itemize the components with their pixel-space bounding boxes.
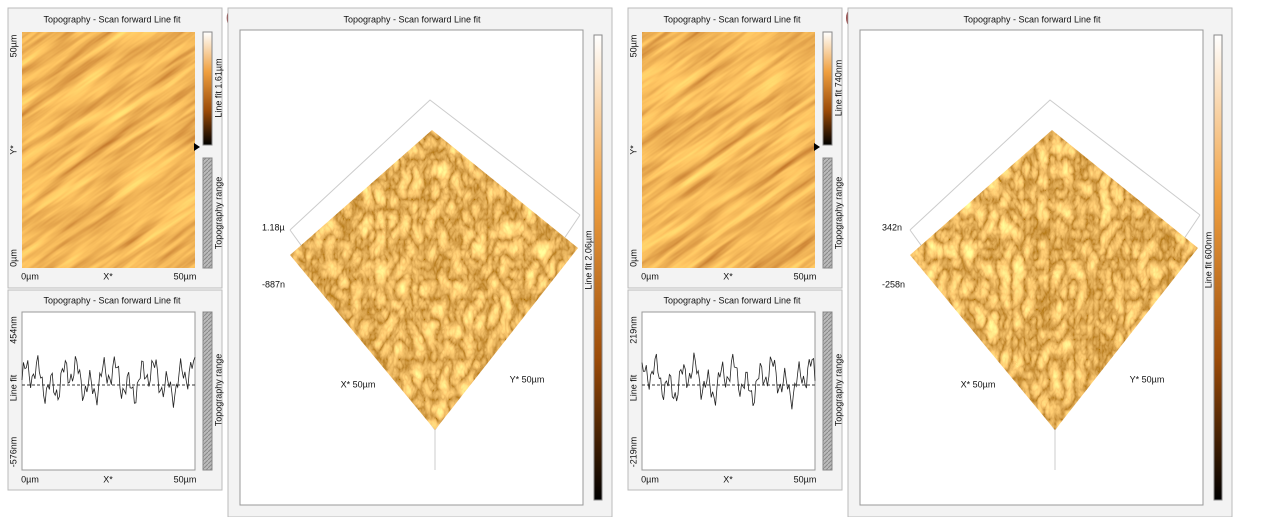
colorbar-label: Line fit 2.06µm [583, 230, 593, 289]
image-title: Topography - Scan forward Line fit [43, 14, 181, 24]
y-mid: Y* [628, 145, 638, 155]
range-bar [202, 157, 213, 269]
x-right: 50µm [174, 474, 197, 484]
colorbar [593, 34, 603, 501]
colorbar [1213, 34, 1223, 501]
y-axis: Y* 50µm [510, 374, 545, 384]
marker [194, 143, 200, 151]
x-right: 50µm [794, 271, 817, 281]
profile-title: Topography - Scan forward Line fit [43, 295, 181, 305]
z-top: 1.18µ [262, 222, 285, 232]
x-right: 50µm [794, 474, 817, 484]
y-top: 219nm [628, 316, 638, 344]
y-top: 454nm [8, 316, 18, 344]
view3d-title: Topography - Scan forward Line fit [343, 14, 481, 24]
range-label: Topography range [213, 354, 223, 427]
colorbar-label: Line fit 1.61µm [213, 58, 223, 117]
y-top: 50µm [8, 35, 18, 58]
y-bottom: 0µm [628, 249, 638, 267]
y-mid: Line fit [8, 374, 18, 401]
view3d-title: Topography - Scan forward Line fit [963, 14, 1101, 24]
profile-title: Topography - Scan forward Line fit [663, 295, 801, 305]
range-label: Topography range [833, 177, 843, 250]
y-bottom: -219nm [628, 437, 638, 468]
profile-area [641, 311, 816, 471]
x-axis: X* 50µm [961, 379, 996, 389]
y-top: 50µm [628, 35, 638, 58]
range-bar [822, 311, 833, 471]
z-bottom: -258n [882, 279, 905, 289]
range-label: Topography range [833, 354, 843, 427]
x-mid: X* [103, 271, 113, 281]
texture [642, 32, 815, 268]
colorbar-label: Line fit 600nm [1203, 232, 1213, 289]
range-bar [822, 157, 833, 269]
range-bar [202, 311, 213, 471]
y-mid: Line fit [628, 374, 638, 401]
topography-image [22, 32, 195, 268]
colorbar-label: Line fit 740nm [833, 60, 843, 117]
y-bottom: 0µm [8, 249, 18, 267]
x-mid: X* [723, 474, 733, 484]
x-left: 0µm [641, 271, 659, 281]
profile-line [21, 355, 196, 408]
x-left: 0µm [21, 474, 39, 484]
texture [22, 32, 195, 268]
marker [814, 143, 820, 151]
x-mid: X* [723, 271, 733, 281]
colorbar [202, 31, 213, 146]
y-axis: Y* 50µm [1130, 374, 1165, 384]
x-mid: X* [103, 474, 113, 484]
profile-area [21, 311, 196, 471]
x-right: 50µm [174, 271, 197, 281]
x-axis: X* 50µm [341, 379, 376, 389]
profile-line [641, 352, 816, 410]
z-top: 342n [882, 222, 902, 232]
image-title: Topography - Scan forward Line fit [663, 14, 801, 24]
range-label: Topography range [213, 177, 223, 250]
topography-image [642, 32, 815, 268]
x-left: 0µm [641, 474, 659, 484]
colorbar [822, 31, 833, 146]
z-bottom: -887n [262, 279, 285, 289]
x-left: 0µm [21, 271, 39, 281]
y-bottom: -576nm [8, 437, 18, 468]
y-mid: Y* [8, 145, 18, 155]
